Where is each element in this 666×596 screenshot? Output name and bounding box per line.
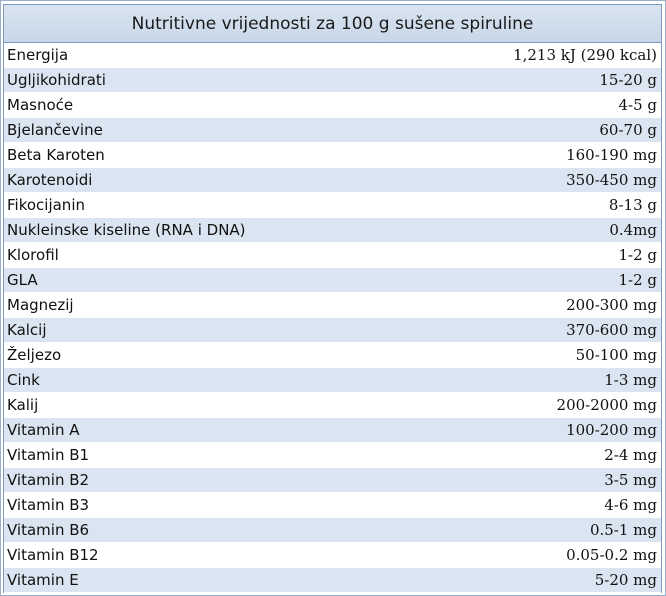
nutrient-name: Magnezij: [7, 296, 74, 314]
nutrient-name: Nukleinske kiseline (RNA i DNA): [7, 221, 246, 239]
nutrient-value: 0.05-0.2 mg: [566, 546, 657, 564]
table-body: Energija 1,213 kJ (290 kcal) Ugljikohidrat…: [4, 43, 661, 593]
nutrient-value: 1-3 mg: [604, 371, 657, 389]
table-row: Nukleinske kiseline (RNA i DNA) 0.4mg: [4, 218, 661, 243]
nutrient-value: 4-5 g: [618, 96, 657, 114]
nutrient-name: Klorofil: [7, 246, 59, 264]
nutrient-name: Vitamin E: [7, 571, 79, 589]
table-title: Nutritivne vrijednosti za 100 g sušene s…: [4, 5, 661, 43]
nutrient-name: Fikocijanin: [7, 196, 85, 214]
table-row: Vitamin A 100-200 mg: [4, 418, 661, 443]
nutrient-name: Masnoće: [7, 96, 74, 114]
nutrient-value: 15-20 g: [599, 71, 657, 89]
nutrient-name: Željezo: [7, 346, 62, 364]
nutrient-value: 1,213 kJ (290 kcal): [513, 46, 657, 64]
table-row: Klorofil 1-2 g: [4, 243, 661, 268]
table-row: Energija 1,213 kJ (290 kcal): [4, 43, 661, 68]
nutrient-value: 60-70 g: [599, 121, 657, 139]
nutrient-name: Beta Karoten: [7, 146, 105, 164]
nutrient-value: 370-600 mg: [566, 321, 657, 339]
nutrient-name: Energija: [7, 46, 69, 64]
nutrient-name: Vitamin A: [7, 421, 80, 439]
table-row: Vitamin B3 4-6 mg: [4, 493, 661, 518]
nutrient-value: 0.4mg: [609, 221, 657, 239]
table-row: Magnezij 200-300 mg: [4, 293, 661, 318]
table-row: Cink 1-3 mg: [4, 368, 661, 393]
table-row: Kalij 200-2000 mg: [4, 393, 661, 418]
table-row: Vitamin B12 0.05-0.2 mg: [4, 543, 661, 568]
nutrient-name: Kalcij: [7, 321, 47, 339]
table-row: Fikocijanin 8-13 g: [4, 193, 661, 218]
nutrient-name: Ugljikohidrati: [7, 71, 106, 89]
nutrient-name: Vitamin B2: [7, 471, 90, 489]
nutrient-value: 200-300 mg: [566, 296, 657, 314]
nutrient-value: 1-2 g: [618, 246, 657, 264]
table-row: Ugljikohidrati 15-20 g: [4, 68, 661, 93]
nutrient-value: 8-13 g: [608, 196, 657, 214]
nutrient-name: Vitamin B1: [7, 446, 90, 464]
nutrient-value: 50-100 mg: [575, 346, 657, 364]
nutrient-value: 0.5-1 mg: [589, 521, 657, 539]
table-row: GLA 1-2 g: [4, 268, 661, 293]
nutrient-name: Cink: [7, 371, 40, 389]
nutrient-name: Bjelančevine: [7, 121, 103, 139]
table-row: Beta Karoten 160-190 mg: [4, 143, 661, 168]
nutrient-name: Karotenoidi: [7, 171, 93, 189]
nutrient-name: Kalij: [7, 396, 39, 414]
nutrient-value: 200-2000 mg: [556, 396, 657, 414]
nutrition-table: Nutritivne vrijednosti za 100 g sušene s…: [3, 4, 662, 593]
nutrient-value: 2-4 mg: [604, 446, 657, 464]
nutrient-name: Vitamin B12: [7, 546, 99, 564]
nutrient-value: 100-200 mg: [566, 421, 657, 439]
nutrient-value: 350-450 mg: [566, 171, 657, 189]
table-row: Kalcij 370-600 mg: [4, 318, 661, 343]
table-row: Karotenoidi 350-450 mg: [4, 168, 661, 193]
nutrient-value: 5-20 mg: [594, 571, 657, 589]
nutrient-name: Vitamin B6: [7, 521, 90, 539]
nutrient-name: Vitamin B3: [7, 496, 90, 514]
nutrient-value: 1-2 g: [618, 271, 657, 289]
nutrient-value: 3-5 mg: [604, 471, 657, 489]
nutrient-name: GLA: [7, 271, 38, 289]
table-row: Željezo 50-100 mg: [4, 343, 661, 368]
table-row: Vitamin B2 3-5 mg: [4, 468, 661, 493]
table-row: Vitamin E 5-20 mg: [4, 568, 661, 593]
nutrient-value: 160-190 mg: [566, 146, 657, 164]
table-row: Vitamin B6 0.5-1 mg: [4, 518, 661, 543]
table-row: Vitamin B1 2-4 mg: [4, 443, 661, 468]
nutrient-value: 4-6 mg: [604, 496, 657, 514]
table-row: Masnoće 4-5 g: [4, 93, 661, 118]
table-row: Bjelančevine 60-70 g: [4, 118, 661, 143]
